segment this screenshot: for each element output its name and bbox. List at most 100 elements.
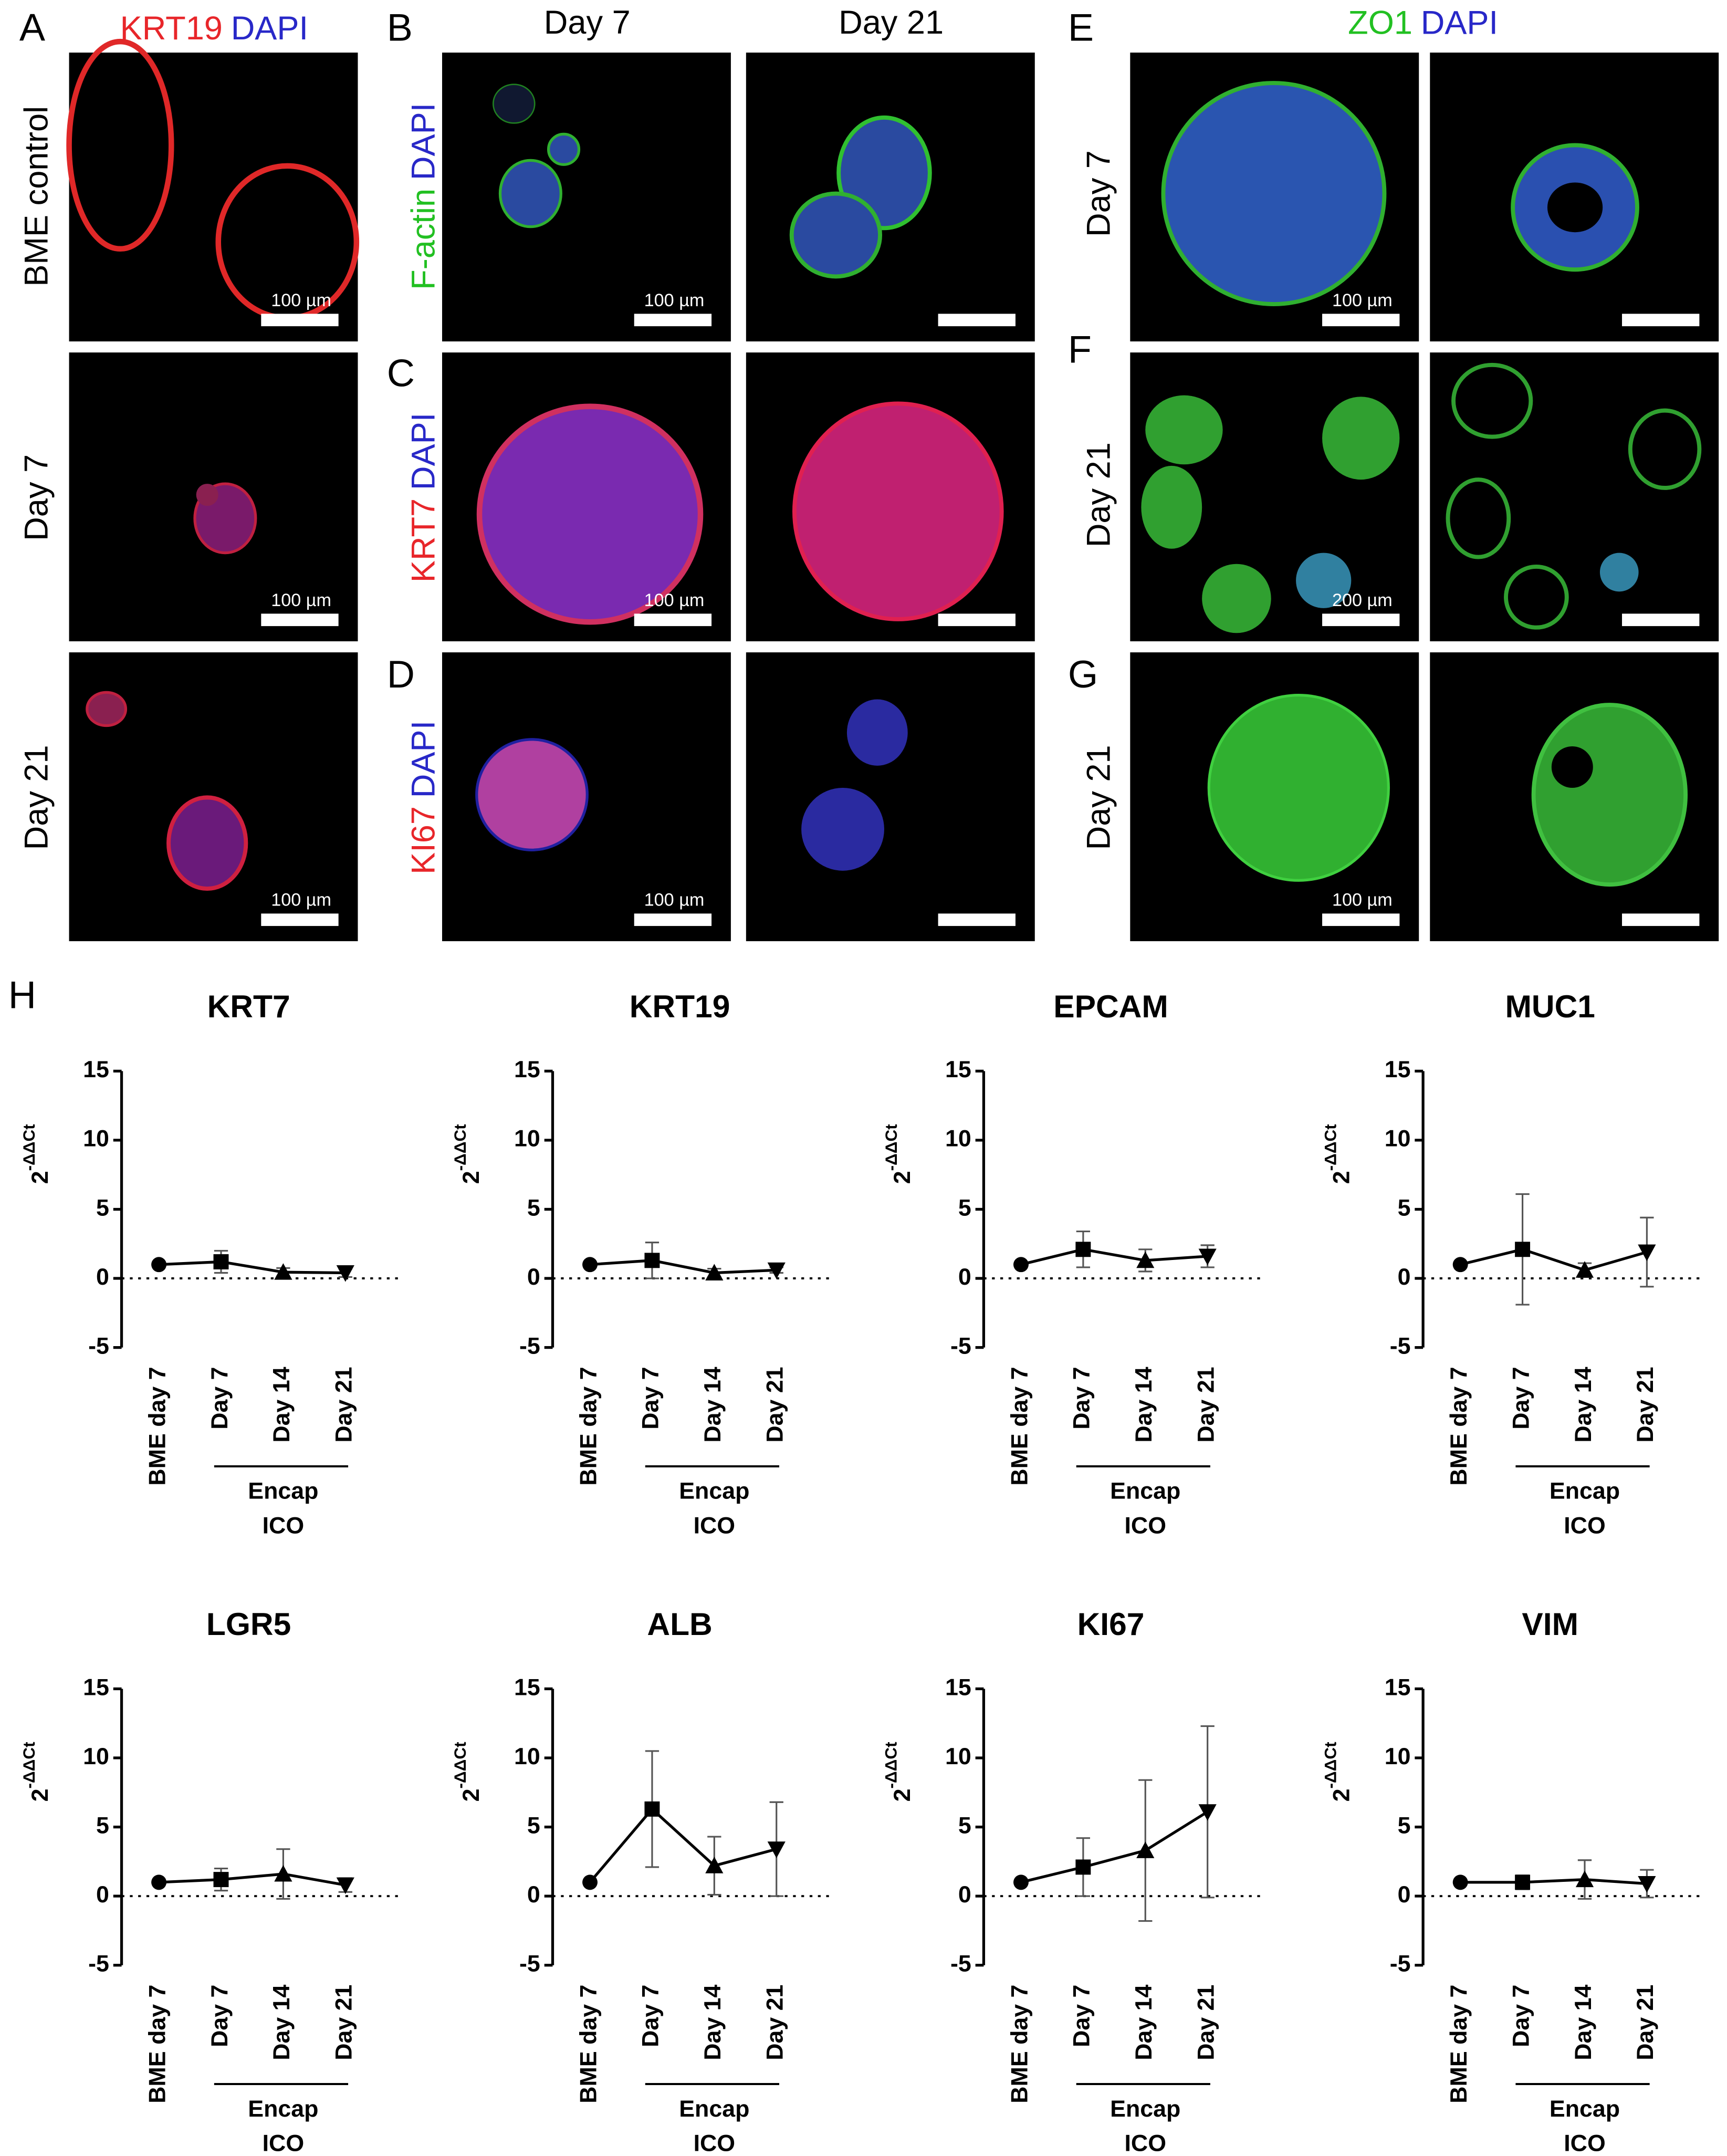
- stain-label: ZO1 DAPI: [1348, 4, 1498, 41]
- scale-bar: [261, 913, 339, 926]
- micrographs: [66, 38, 1719, 942]
- stain: F-actin: [405, 189, 442, 290]
- stain-label: KRT7 DAPI: [405, 413, 442, 582]
- x-tick-label: Day 7: [1069, 1367, 1095, 1429]
- column-label: Day 21: [839, 4, 944, 41]
- y-axis-exponent: -ΔΔCt: [19, 1124, 38, 1171]
- marker: [274, 1263, 292, 1280]
- stain-label: F-actin DAPI: [405, 103, 442, 290]
- scale-bar-label: 100 µm: [271, 290, 331, 310]
- stain: DAPI: [405, 103, 442, 180]
- panel-letter: B: [387, 6, 413, 49]
- row-label: BME control: [18, 106, 55, 287]
- marker: [644, 1253, 660, 1268]
- scale-bar: [938, 913, 1016, 926]
- y-axis-label: 2-ΔΔCt: [1321, 1742, 1355, 1802]
- x-tick-label: Day 7: [638, 1985, 664, 2047]
- x-tick-label: Day 7: [1508, 1985, 1534, 2047]
- y-tick-label: 10: [945, 1744, 971, 1769]
- scale-bar: [1322, 913, 1400, 926]
- group-label: ICO: [694, 1513, 736, 1538]
- x-tick-label: Day 7: [1508, 1367, 1534, 1429]
- y-axis-exponent: -ΔΔCt: [1321, 1742, 1340, 1789]
- organoid: [1322, 397, 1400, 480]
- group-label: ICO: [1564, 1513, 1606, 1538]
- x-tick-label: BME day 7: [1007, 1985, 1032, 2103]
- y-tick-label: 10: [83, 1744, 109, 1769]
- x-tick-label: Day 7: [638, 1367, 664, 1429]
- scale-bar-labels: 100 µm 100 µm 100 µm 100 µm 100 µm 100 µ…: [271, 290, 1392, 910]
- y-tick-label: 15: [1385, 1057, 1411, 1082]
- organoid: [475, 738, 589, 851]
- y-axis-base: 2: [1328, 1171, 1354, 1184]
- chart-title: VIM: [1522, 1606, 1578, 1642]
- scale-bar: [261, 613, 339, 627]
- organoid: [1202, 564, 1271, 633]
- organoid: [166, 795, 248, 891]
- y-axis-base: 2: [27, 1789, 53, 1802]
- scale-bar: [1322, 613, 1400, 627]
- marker: [1452, 1874, 1468, 1890]
- series-line: [1020, 1248, 1208, 1266]
- y-axis-exponent: -ΔΔCt: [451, 1124, 469, 1171]
- group-label: Encap: [679, 1478, 749, 1504]
- x-tick-label: Day 7: [1069, 1985, 1095, 2047]
- marker: [1515, 1242, 1531, 1257]
- series-line: [159, 1872, 346, 1887]
- y-tick-label: -5: [950, 1333, 971, 1359]
- organoid: [66, 38, 174, 252]
- marker: [151, 1257, 167, 1273]
- x-tick-label: Day 14: [1131, 1367, 1157, 1442]
- stain: ZO1: [1348, 4, 1412, 41]
- organoid: [1145, 395, 1223, 465]
- marker: [767, 1841, 786, 1858]
- panel-letter: D: [387, 652, 415, 696]
- y-tick-label: 0: [96, 1882, 109, 1908]
- organoid: [801, 787, 884, 871]
- y-tick-label: -5: [88, 1951, 109, 1977]
- marker: [151, 1874, 167, 1890]
- scale-bar-label: 100 µm: [271, 890, 331, 910]
- organoid: [493, 84, 536, 124]
- micrograph: [1430, 352, 1719, 642]
- marker: [213, 1872, 229, 1888]
- x-tick-label: Day 21: [1193, 1985, 1219, 2060]
- series-line: [159, 1260, 346, 1275]
- y-tick-label: -5: [950, 1951, 971, 1977]
- y-tick-label: 0: [527, 1882, 540, 1908]
- y-axis-label: 2-ΔΔCt: [19, 1742, 53, 1802]
- column-label: Day 7: [544, 4, 631, 41]
- y-tick-label: -5: [88, 1333, 109, 1359]
- scale-bar-label: 100 µm: [644, 590, 705, 610]
- y-axis-exponent: -ΔΔCt: [1321, 1124, 1340, 1171]
- organoid: [1599, 553, 1639, 592]
- x-tick-label: BME day 7: [575, 1367, 601, 1485]
- chart-title: EPCAM: [1053, 988, 1168, 1024]
- y-tick-label: 5: [1398, 1195, 1411, 1221]
- chart-title: ALB: [647, 1606, 712, 1642]
- scale-bar-label: 100 µm: [644, 290, 705, 310]
- group-label: ICO: [1564, 2131, 1606, 2156]
- organoid: [476, 403, 704, 625]
- series-line: [1460, 1248, 1648, 1272]
- x-tick-label: Day 14: [269, 1984, 295, 2060]
- micrograph: [69, 53, 358, 342]
- row-label: Day 7: [18, 454, 55, 541]
- y-axis-label: 2-ΔΔCt: [19, 1124, 53, 1184]
- stain-label: KI67 DAPI: [405, 721, 442, 874]
- organoid: [196, 484, 218, 506]
- marker: [1198, 1248, 1217, 1266]
- group-label: Encap: [1550, 2096, 1620, 2122]
- chart-title: MUC1: [1505, 988, 1595, 1024]
- y-tick-label: 10: [83, 1126, 109, 1152]
- y-tick-label: 15: [945, 1057, 971, 1082]
- x-tick-label: Day 21: [762, 1367, 788, 1442]
- y-tick-label: 0: [527, 1264, 540, 1290]
- scale-bar: [1322, 314, 1400, 327]
- y-axis-base: 2: [27, 1171, 53, 1184]
- y-tick-label: -5: [1390, 1333, 1411, 1359]
- y-axis-label: 2-ΔΔCt: [882, 1742, 915, 1802]
- panel-letter: G: [1068, 652, 1098, 696]
- scale-bar-label: 100 µm: [1332, 290, 1393, 310]
- x-tick-label: BME day 7: [1007, 1367, 1032, 1485]
